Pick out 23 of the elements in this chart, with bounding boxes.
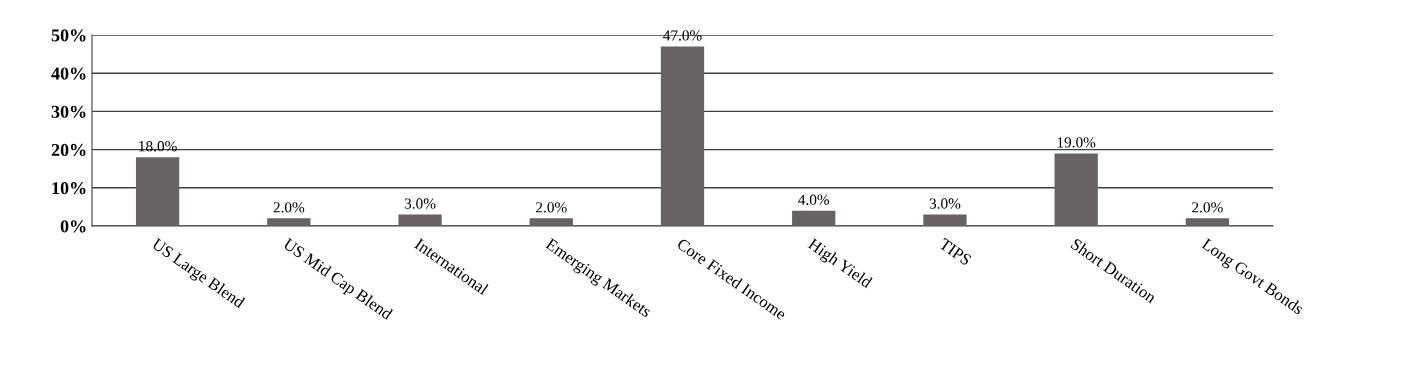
bar bbox=[398, 214, 442, 226]
data-label: 2.0% bbox=[273, 202, 305, 213]
data-label: 2.0% bbox=[1192, 202, 1223, 213]
y-tick-label: 0% bbox=[60, 220, 86, 233]
y-tick-label: 40% bbox=[51, 67, 86, 80]
data-label: 4.0% bbox=[798, 194, 830, 205]
data-label: 3.0% bbox=[929, 198, 961, 209]
bar bbox=[1185, 218, 1230, 226]
bar bbox=[792, 210, 836, 226]
x-tick-label: TIPS bbox=[938, 237, 972, 266]
bar bbox=[529, 218, 573, 226]
y-tick-label: 20% bbox=[51, 143, 86, 157]
bar bbox=[660, 46, 705, 226]
data-label: 3.0% bbox=[404, 198, 436, 209]
y-tick-label: 10% bbox=[52, 182, 86, 195]
bar bbox=[135, 157, 180, 226]
y-tick-label: 50% bbox=[51, 29, 86, 42]
bar bbox=[267, 218, 311, 226]
y-tick-label: 30% bbox=[51, 105, 86, 118]
bar bbox=[1054, 153, 1098, 226]
data-label: 19.0% bbox=[1057, 137, 1096, 148]
data-label: 2.0% bbox=[536, 202, 567, 213]
bar bbox=[923, 214, 967, 226]
